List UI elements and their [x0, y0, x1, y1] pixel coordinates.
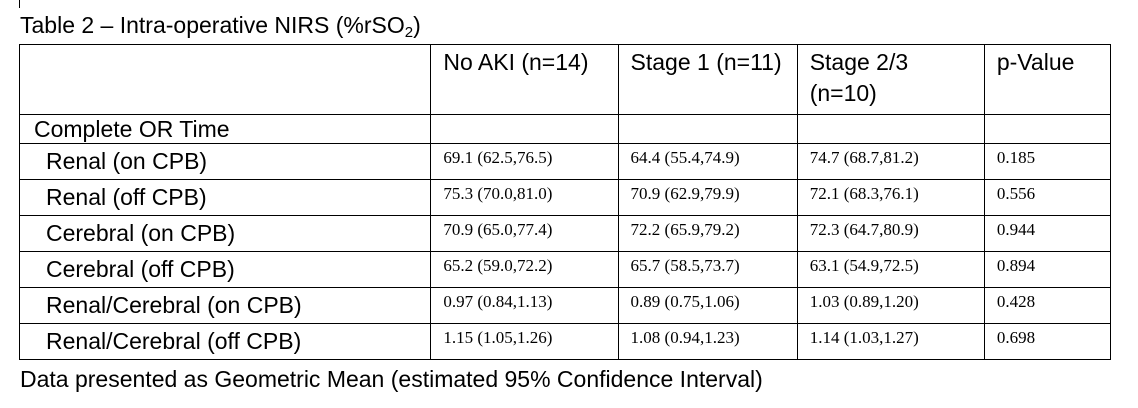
table-row: Cerebral (off CPB) 65.2 (59.0,72.2) 65.7 (…	[18, 251, 1112, 288]
cell-stage-2-3: 1.03 (0.89,1.20)	[796, 287, 985, 324]
row-label: Cerebral (on CPB)	[18, 215, 432, 252]
cell-no-aki: 75.3 (70.0,81.0)	[430, 179, 619, 216]
table-row: Renal/Cerebral (off CPB) 1.15 (1.05,1.26)…	[18, 323, 1112, 360]
header-cell-stage-1: Stage 1 (n=11)	[617, 44, 798, 115]
cell-stage-1: 1.08 (0.94,1.23)	[617, 323, 798, 360]
group-empty-cell	[617, 114, 798, 144]
cell-p-value: 0.944	[983, 215, 1112, 252]
header-cell-p-value: p-Value	[983, 44, 1112, 115]
group-empty-cell	[430, 114, 619, 144]
cell-stage-1: 70.9 (62.9,79.9)	[617, 179, 798, 216]
group-empty-cell	[796, 114, 985, 144]
row-label: Renal/Cerebral (off CPB)	[18, 323, 432, 360]
cell-stage-1: 64.4 (55.4,74.9)	[617, 143, 798, 180]
header-cell-stage-2-3: Stage 2/3 (n=10)	[796, 44, 985, 115]
page-edge-mark	[19, 0, 20, 8]
group-row: Complete OR Time	[18, 114, 1112, 144]
cell-stage-2-3: 72.3 (64.7,80.9)	[796, 215, 985, 252]
cell-no-aki: 0.97 (0.84,1.13)	[430, 287, 619, 324]
cell-p-value: 0.185	[983, 143, 1112, 180]
cell-stage-1: 72.2 (65.9,79.2)	[617, 215, 798, 252]
cell-stage-2-3: 63.1 (54.9,72.5)	[796, 251, 985, 288]
group-empty-cell	[983, 114, 1112, 144]
table-caption: Table 2 – Intra-operative NIRS (%rSO2)	[20, 10, 421, 40]
nirs-table: No AKI (n=14) Stage 1 (n=11) Stage 2/3 (…	[18, 44, 1112, 360]
cell-no-aki: 65.2 (59.0,72.2)	[430, 251, 619, 288]
cell-stage-2-3: 1.14 (1.03,1.27)	[796, 323, 985, 360]
cell-p-value: 0.428	[983, 287, 1112, 324]
cell-no-aki: 1.15 (1.05,1.26)	[430, 323, 619, 360]
header-row: No AKI (n=14) Stage 1 (n=11) Stage 2/3 (…	[18, 44, 1112, 115]
row-label: Renal/Cerebral (on CPB)	[18, 287, 432, 324]
row-label: Cerebral (off CPB)	[18, 251, 432, 288]
cell-no-aki: 69.1 (62.5,76.5)	[430, 143, 619, 180]
row-label: Renal (on CPB)	[18, 143, 432, 180]
caption-subscript: 2	[404, 24, 414, 41]
cell-stage-2-3: 72.1 (68.3,76.1)	[796, 179, 985, 216]
cell-stage-1: 0.89 (0.75,1.06)	[617, 287, 798, 324]
cell-stage-1: 65.7 (58.5,73.7)	[617, 251, 798, 288]
header-cell-blank	[18, 44, 432, 115]
table-row: Cerebral (on CPB) 70.9 (65.0,77.4) 72.2 (6…	[18, 215, 1112, 252]
table-row: Renal/Cerebral (on CPB) 0.97 (0.84,1.13) 0…	[18, 287, 1112, 324]
row-label: Renal (off CPB)	[18, 179, 432, 216]
caption-suffix: )	[413, 12, 421, 38]
table-row: Renal (on CPB) 69.1 (62.5,76.5) 64.4 (55.4…	[18, 143, 1112, 180]
cell-stage-2-3: 74.7 (68.7,81.2)	[796, 143, 985, 180]
cell-no-aki: 70.9 (65.0,77.4)	[430, 215, 619, 252]
caption-prefix: Table 2 – Intra-operative NIRS (%rSO	[20, 12, 405, 38]
cell-p-value: 0.894	[983, 251, 1112, 288]
header-cell-no-aki: No AKI (n=14)	[430, 44, 619, 115]
table-footnote: Data presented as Geometric Mean (estima…	[20, 366, 763, 392]
cell-p-value: 0.698	[983, 323, 1112, 360]
table-row: Renal (off CPB) 75.3 (70.0,81.0) 70.9 (62.…	[18, 179, 1112, 216]
group-label: Complete OR Time	[18, 114, 432, 144]
cell-p-value: 0.556	[983, 179, 1112, 216]
